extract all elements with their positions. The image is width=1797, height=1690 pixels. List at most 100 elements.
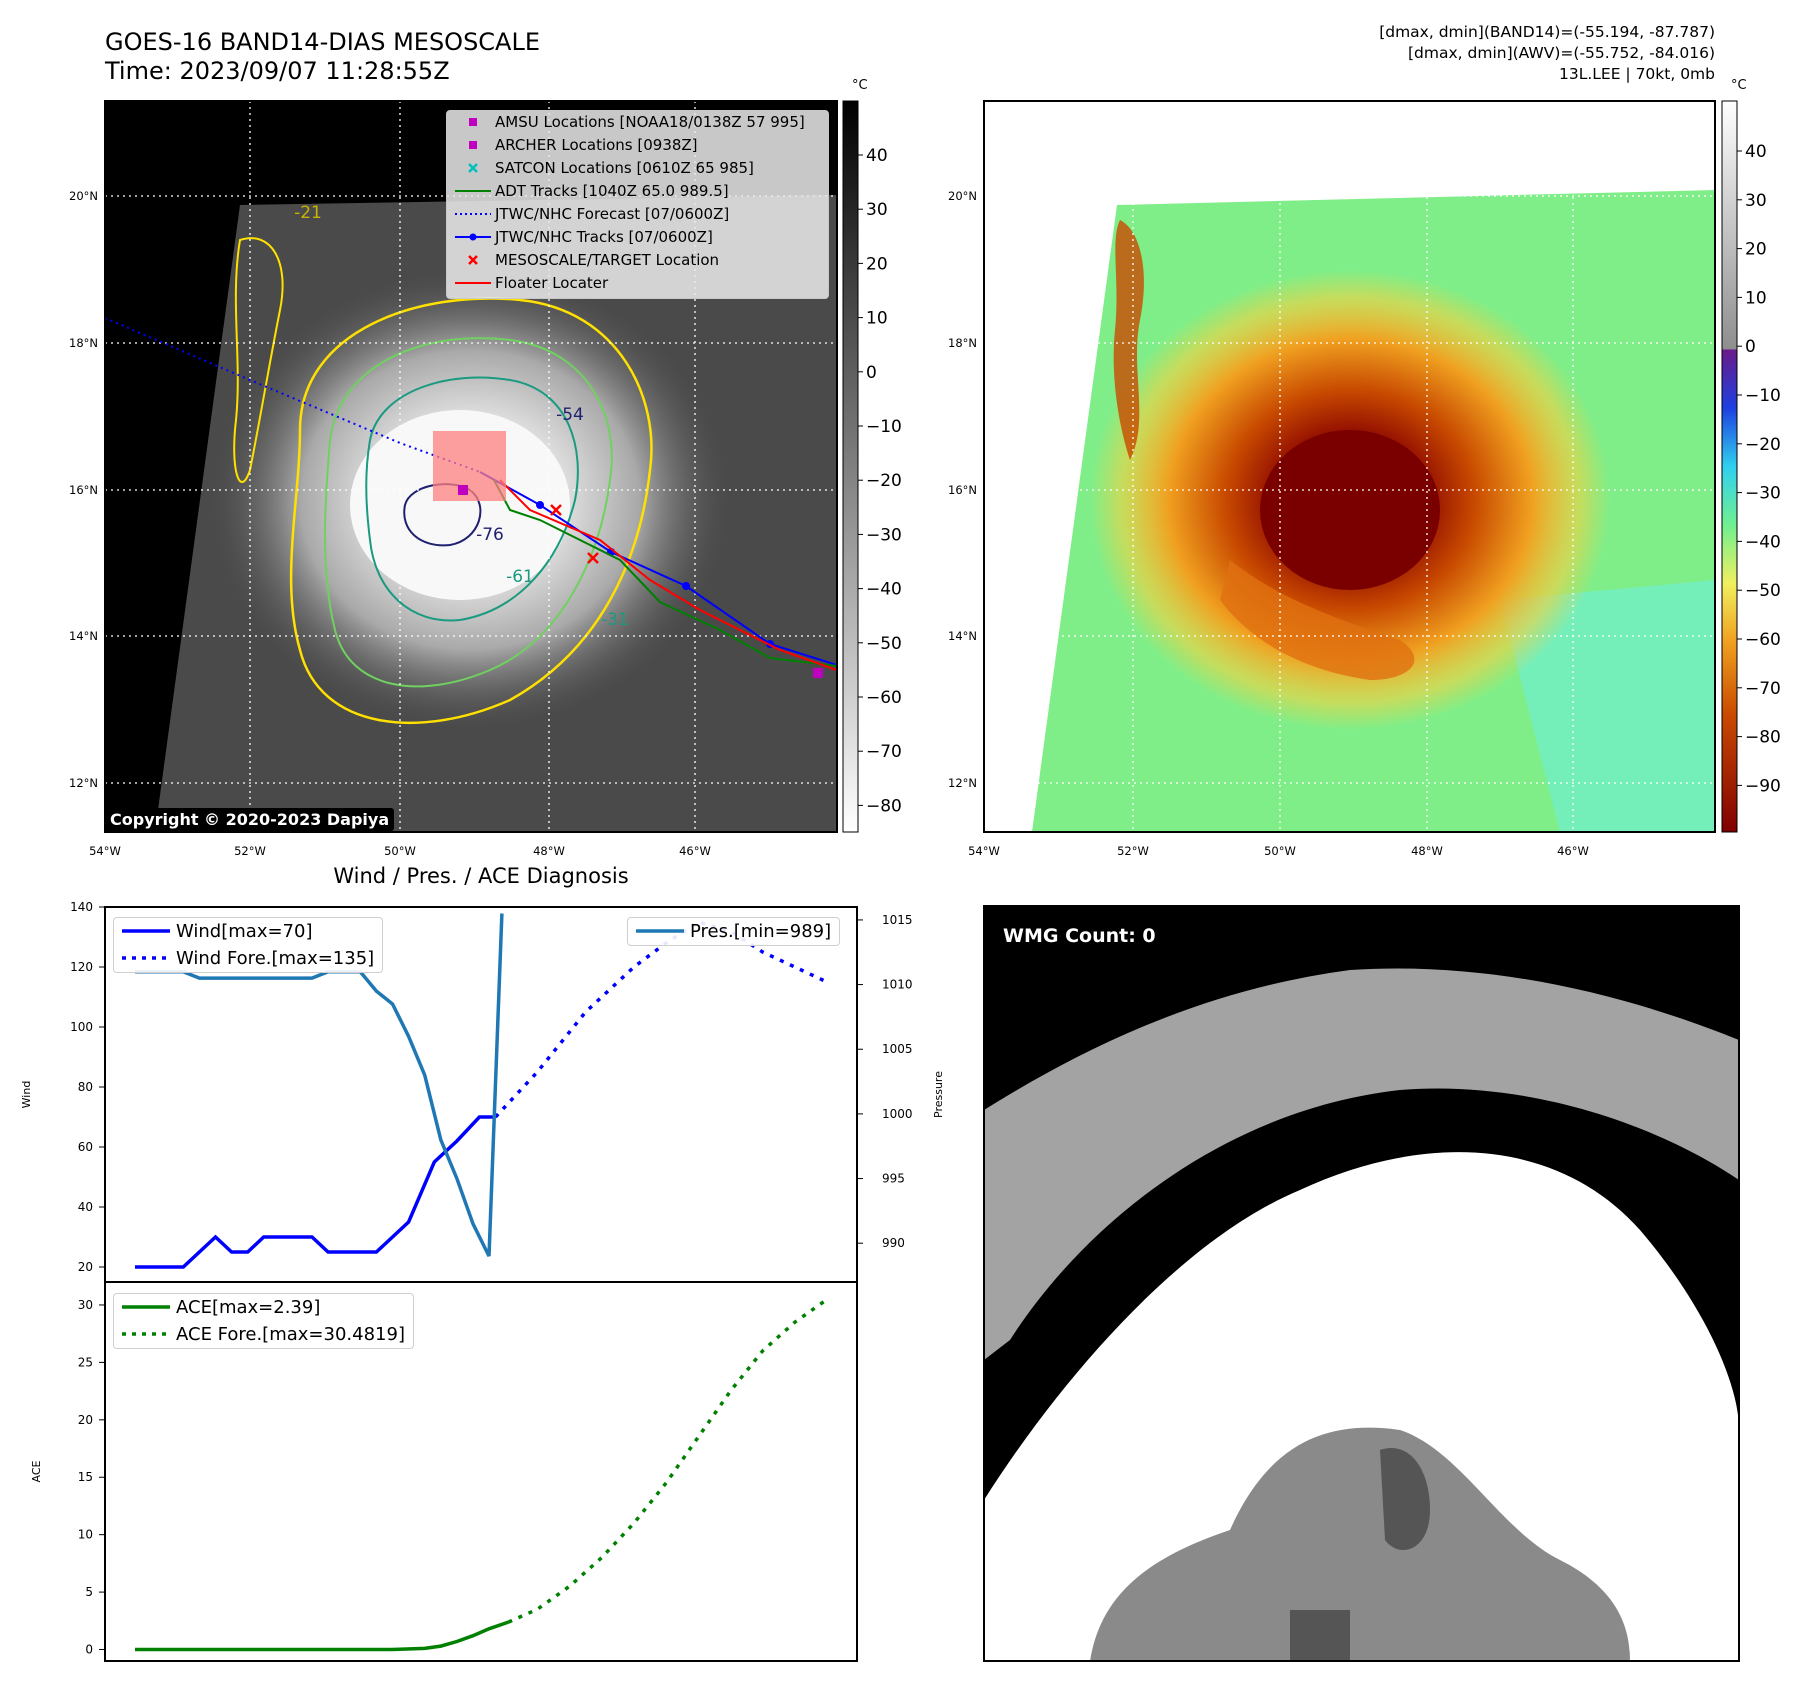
wind-series-1 [494, 920, 828, 1119]
track-legend-swatch-0 [469, 118, 477, 126]
legend-swatch-ace-forecast [122, 1332, 170, 1336]
wind-legend: Wind[max=70] Wind Fore.[max=135] [113, 917, 384, 973]
color-lat-label-3: 14°N [948, 629, 977, 643]
ace-legend: ACE[max=2.39] ACE Fore.[max=30.4819] [113, 1293, 414, 1349]
legend-label-pressure: Pres.[min=989] [690, 921, 832, 942]
track-jtwc [479, 471, 837, 666]
legend-swatch-ace [122, 1305, 170, 1309]
track-legend-label-3: ADT Tracks [1040Z 65.0 989.5] [495, 182, 729, 200]
color-lat-label-4: 12°N [948, 776, 977, 790]
color-colorbar-label-3: 10 [1745, 288, 1767, 308]
color-lat-label-2: 16°N [948, 483, 977, 497]
target-marker-0 [587, 552, 599, 564]
contour-label-1: -76 [476, 525, 504, 545]
legend-linedot-point-5 [469, 233, 477, 241]
wind-ytick-label-5: 120 [70, 960, 93, 974]
wind-ytick-label-1: 40 [78, 1200, 93, 1214]
track-legend-item-7: Floater Locater [447, 272, 828, 295]
legend-ace-forecast: ACE Fore.[max=30.4819] [114, 1321, 413, 1348]
color-colorbar-label-13: −90 [1745, 776, 1781, 796]
ir-cold-core [350, 410, 570, 600]
ir-lat-label-3: 14°N [69, 629, 98, 643]
gray-colorbar-label-6: −20 [866, 471, 902, 491]
gray-colorbar-label-10: −60 [866, 688, 902, 708]
gray-colorbar-label-1: 30 [866, 200, 888, 220]
gray-colorbar-label-5: −10 [866, 417, 902, 437]
color-colorbar-label-10: −60 [1745, 630, 1781, 650]
ir-lon-label-2: 50°W [384, 844, 416, 858]
track-jtwc-point-2 [682, 582, 690, 590]
wmg-dark-base [1290, 1610, 1350, 1661]
dmax-band14-info: [dmax, dmin](BAND14)=(-55.194, -87.787) [1379, 23, 1715, 41]
pres-ytick-label-0: 990 [882, 1236, 905, 1250]
wmg-lower-gray [1090, 1427, 1630, 1661]
color-colorbar-label-6: −20 [1745, 435, 1781, 455]
ace-ytick-label-4: 20 [78, 1413, 93, 1427]
ace-ylabel: ACE [30, 1460, 43, 1482]
track-legend-item-5: JTWC/NHC Tracks [07/0600Z] [447, 226, 828, 249]
track-jtwc-point-0 [536, 501, 544, 509]
wind-ytick-label-3: 80 [78, 1080, 93, 1094]
color-colorbar-label-11: −70 [1745, 679, 1781, 699]
ace-ytick-label-3: 15 [78, 1470, 93, 1484]
color-lon-label-1: 52°W [1117, 844, 1149, 858]
track-legend-item-6: MESOSCALE/TARGET Location [447, 249, 828, 272]
contour-green [324, 337, 613, 688]
color-map [984, 101, 1715, 832]
gray-colorbar [842, 100, 859, 833]
track-legend-label-6: MESOSCALE/TARGET Location [495, 251, 720, 269]
pres-ytick-label-3: 1005 [882, 1042, 913, 1056]
legend-swatch-wind-forecast [122, 956, 170, 960]
color-colorbar-label-0: 40 [1745, 142, 1767, 162]
wind-ytick-label-2: 60 [78, 1140, 93, 1154]
ir-lat-label-4: 12°N [69, 776, 98, 790]
figure-title: GOES-16 BAND14-DIAS MESOSCALE [105, 28, 541, 56]
track-legend-item-3: ADT Tracks [1040Z 65.0 989.5] [447, 180, 828, 203]
track-legend-swatch-6 [468, 255, 478, 265]
wind-series-0 [135, 1115, 496, 1269]
legend-wind-forecast: Wind Fore.[max=135] [114, 945, 382, 972]
track-legend-swatch-4 [455, 213, 491, 215]
ir-map-frame [104, 100, 838, 833]
gray-colorbar-label-11: −70 [866, 742, 902, 762]
track-legend-label-4: JTWC/NHC Forecast [07/0600Z] [495, 205, 730, 223]
contour-label-4: -21 [294, 203, 322, 223]
wmg-count-badge: WMG Count: 0 [995, 922, 1164, 950]
track-floater [499, 479, 837, 671]
figure-timestamp: Time: 2023/09/07 11:28:55Z [105, 57, 450, 85]
color-colorbar-label-1: 30 [1745, 191, 1767, 211]
legend-wind: Wind[max=70] [114, 918, 382, 945]
color-colorbar [1721, 100, 1738, 833]
wmg-dark-core [1380, 1448, 1430, 1550]
wmg-panel [984, 906, 1739, 1661]
mesoscale-box [433, 431, 506, 501]
ace-ytick-label-5: 25 [78, 1355, 93, 1369]
color-outer-band [1220, 560, 1415, 680]
ace-ytick-label-2: 10 [78, 1528, 93, 1542]
gray-colorbar-label-3: 10 [866, 309, 888, 329]
pres-ytick-label-2: 1000 [882, 1107, 913, 1121]
legend-label-wind: Wind[max=70] [176, 921, 313, 942]
color-lat-label-0: 20°N [948, 189, 977, 203]
contour-yellow [289, 297, 653, 725]
target-marker-1 [550, 504, 562, 516]
color-lon-label-2: 50°W [1264, 844, 1296, 858]
color-colorbar-label-4: 0 [1745, 337, 1756, 357]
pres-ytick-label-1: 995 [882, 1172, 905, 1186]
wind-ylabel: Wind [20, 1081, 33, 1109]
ir-lon-label-0: 54°W [89, 844, 121, 858]
legend-x-6 [468, 255, 478, 265]
pressure-legend: Pres.[min=989] [627, 917, 841, 946]
track-legend-swatch-7 [455, 282, 491, 284]
legend-pressure: Pres.[min=989] [628, 918, 839, 945]
gray-colorbar-label-4: 0 [866, 363, 877, 383]
pres-ytick-label-5: 1015 [882, 913, 913, 927]
ace-series-1 [507, 1297, 829, 1624]
gray-colorbar-label-9: −50 [866, 634, 902, 654]
amsu-marker-0 [813, 668, 823, 678]
color-colorbar-label-8: −40 [1745, 532, 1781, 552]
contour-navy [403, 483, 482, 547]
wind-ytick-label-6: 140 [70, 900, 93, 914]
